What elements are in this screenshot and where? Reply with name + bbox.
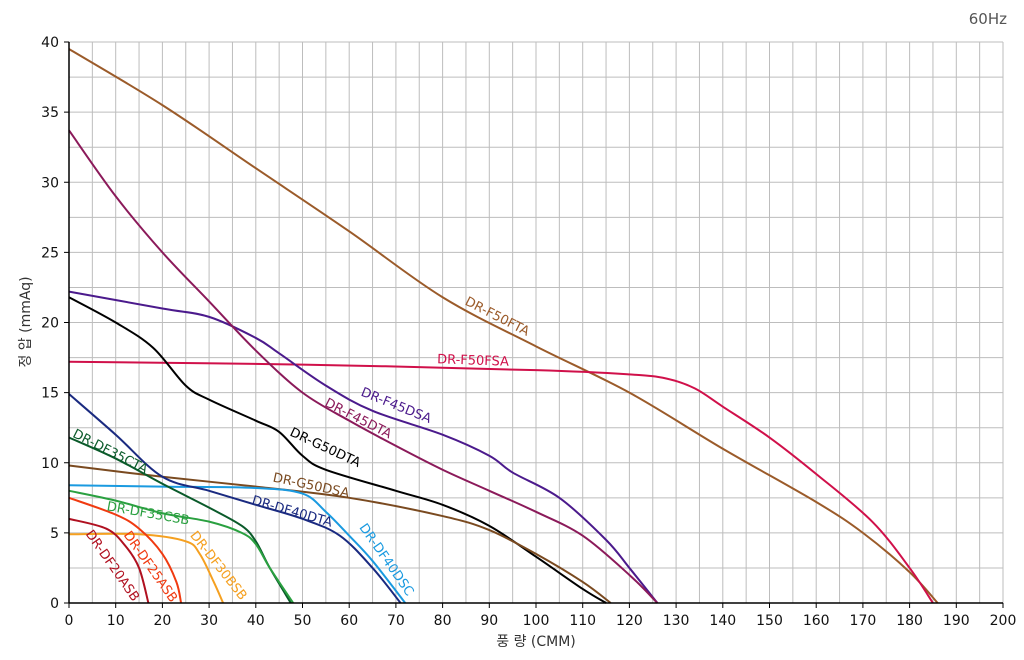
y-tick-label: 35: [41, 105, 59, 121]
curve-dr-df35csb: [68, 489, 294, 604]
x-tick-label: 70: [387, 613, 405, 629]
x-tick-label: 110: [569, 613, 596, 629]
x-tick-label: 100: [523, 613, 550, 629]
curve-dr-f50fta: [68, 48, 939, 604]
y-tick-label: 15: [41, 386, 59, 402]
y-tick-label: 30: [41, 175, 59, 191]
label-dr-g50dta: DR-G50DTA: [287, 425, 362, 471]
x-tick-label: 180: [896, 613, 923, 629]
curve-dr-f45dsa: [68, 290, 659, 604]
axes: 0 10 20 30 40 50 60 70 80 90 100 110 120 130 140 150 160…: [41, 35, 1016, 629]
y-tick-label: 0: [50, 596, 59, 612]
x-tick-label: 150: [756, 613, 783, 629]
x-tick-label: 170: [850, 613, 877, 629]
curve-dr-df40dsc: [68, 484, 407, 604]
curves: [68, 48, 939, 604]
x-tick-label: 200: [990, 613, 1017, 629]
curve-dr-f50fsa: [68, 360, 934, 604]
x-tick-label: 50: [294, 613, 312, 629]
label-dr-f50fsa: DR-F50FSA: [437, 352, 509, 370]
grid: [68, 41, 1004, 604]
y-axis-label: 정 압 (mmAq): [18, 276, 34, 367]
y-tick-label: 20: [41, 316, 59, 332]
x-tick-label: 90: [480, 613, 498, 629]
label-dr-df40dta: DR-DF40DTA: [250, 493, 334, 530]
y-tick-label: 40: [41, 35, 59, 51]
curve-dr-df20asb: [68, 517, 150, 604]
curve-dr-df30bsb: [68, 532, 225, 604]
x-tick-label: 190: [943, 613, 970, 629]
y-tick-label: 10: [41, 456, 59, 472]
curve-dr-f45dta: [68, 129, 659, 604]
y-tick-label: 25: [41, 245, 59, 261]
x-tick-label: 10: [107, 613, 125, 629]
x-tick-label: 60: [340, 613, 358, 629]
x-tick-label: 160: [803, 613, 830, 629]
x-tick-label: 40: [247, 613, 265, 629]
y-tick-label: 5: [50, 526, 59, 542]
label-dr-df35csb: DR-DF35CSB: [106, 499, 191, 528]
x-tick-label: 80: [434, 613, 452, 629]
chart-title: 60Hz: [969, 10, 1007, 28]
x-tick-label: 0: [65, 613, 74, 629]
curve-dr-g50dsa: [68, 464, 612, 604]
x-axis-label: 풍 량 (CMM): [496, 634, 576, 650]
curve-dr-df25asb: [68, 496, 183, 604]
x-tick-label: 120: [616, 613, 643, 629]
x-tick-label: 30: [200, 613, 218, 629]
curve-dr-df40dta: [68, 393, 402, 604]
label-dr-f50fta: DR-F50FTA: [462, 294, 532, 339]
x-tick-label: 20: [153, 613, 171, 629]
x-tick-label: 140: [709, 613, 736, 629]
x-tick-label: 130: [663, 613, 690, 629]
